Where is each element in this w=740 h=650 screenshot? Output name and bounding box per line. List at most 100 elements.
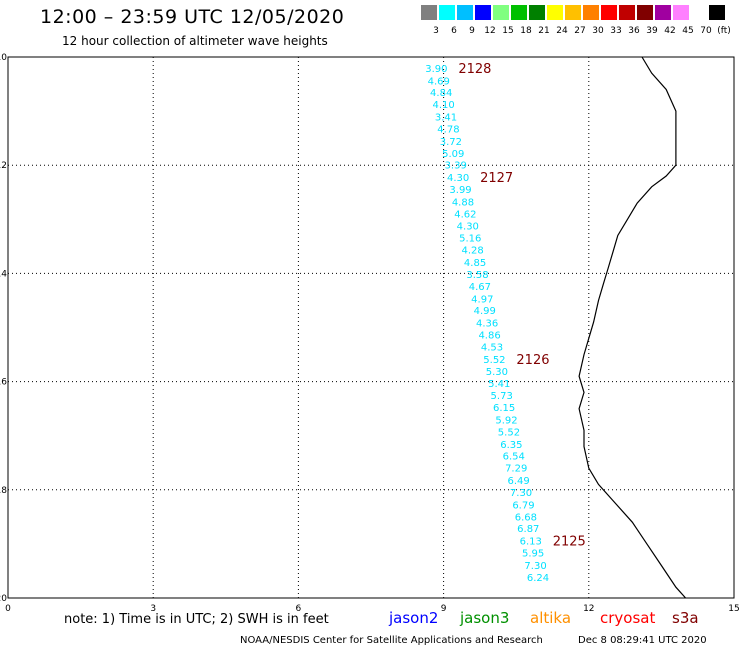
- scale-label: 36: [628, 26, 640, 36]
- y-tick-label: -16: [0, 378, 7, 388]
- scale-label: 3: [433, 26, 439, 36]
- time-label: 2125: [553, 535, 586, 550]
- wave-height-label: 4.67: [469, 282, 491, 293]
- scale-swatch: [655, 5, 671, 20]
- x-tick-label: 9: [441, 604, 447, 614]
- y-tick-label: -18: [0, 486, 7, 496]
- scale-swatch: [691, 5, 707, 20]
- legend-cryosat: cryosat: [600, 609, 656, 627]
- wave-height-label: 4.30: [447, 173, 469, 184]
- scale-label: 21: [538, 26, 550, 36]
- wave-height-label: 5.95: [522, 549, 544, 560]
- wave-height-label: 6.54: [503, 452, 525, 463]
- scale-label: 42: [664, 26, 676, 36]
- map-title: 12:00 – 23:59 UTC 12/05/2020: [40, 6, 345, 28]
- wave-height-label: 3.41: [435, 113, 457, 124]
- scale-label: 30: [592, 26, 604, 36]
- legend-jason2: jason2: [389, 609, 439, 627]
- wave-height-label: 4.99: [474, 306, 496, 317]
- wave-height-label: 6.79: [512, 500, 534, 511]
- wave-height-label: 3.99: [449, 185, 471, 196]
- time-label: 2127: [480, 171, 513, 186]
- footer-note: note: 1) Time is in UTC; 2) SWH is in fe…: [64, 612, 329, 627]
- wave-height-label: 4.62: [454, 209, 476, 220]
- y-tick-label: -20: [0, 594, 7, 604]
- legend-s3a: s3a: [672, 609, 699, 627]
- wave-height-label: 5.30: [486, 367, 508, 378]
- wave-height-label: 4.97: [471, 294, 493, 305]
- scale-label: 15: [502, 26, 514, 36]
- scale-label: 45: [682, 26, 694, 36]
- x-tick-label: 6: [296, 604, 302, 614]
- wave-height-label: 5.52: [498, 427, 520, 438]
- scale-label: (ft): [717, 26, 731, 36]
- x-tick-label: 0: [5, 604, 11, 614]
- timestamp: Dec 8 08:29:41 UTC 2020: [578, 635, 707, 646]
- wave-height-label: 4.88: [452, 197, 474, 208]
- wave-height-label: 4.10: [432, 100, 454, 111]
- wave-height-label: 4.86: [478, 331, 500, 342]
- wave-height-label: 7.29: [505, 464, 527, 475]
- scale-label: 27: [574, 26, 586, 36]
- scale-swatch: [493, 5, 509, 20]
- wave-height-label: 3.58: [466, 270, 488, 281]
- wave-height-label: 3.90: [425, 64, 447, 75]
- scale-swatch: [601, 5, 617, 20]
- scale-label: 24: [556, 26, 568, 36]
- scale-swatch: [457, 5, 473, 20]
- scale-label: 70: [700, 26, 712, 36]
- scale-swatch: [421, 5, 437, 20]
- scale-swatch: [547, 5, 563, 20]
- wave-height-label: 5.52: [483, 355, 505, 366]
- wave-height-label: 7.30: [524, 561, 546, 572]
- satellite-tracks: 3.90 2128 4.694.844.10 3.414.78 3.725.093.39…: [425, 62, 586, 584]
- wave-height-label: 4.53: [481, 342, 503, 353]
- y-tick-label: -12: [0, 161, 7, 171]
- wave-height-label: 4.28: [462, 246, 484, 257]
- scale-swatch: [529, 5, 545, 20]
- scale-label: 39: [646, 26, 658, 36]
- wave-height-label: 4.30: [457, 221, 479, 232]
- wave-height-label: 3.39: [445, 161, 467, 172]
- coastline: [578, 56, 687, 599]
- wave-height-label: 3.72: [440, 137, 462, 148]
- wave-height-label: 6.49: [507, 476, 529, 487]
- scale-swatch: [673, 5, 689, 20]
- time-label: 2126: [516, 353, 549, 368]
- map-subtitle: 12 hour collection of altimeter wave hei…: [62, 34, 328, 48]
- wave-height-label: 6.68: [515, 512, 537, 523]
- scale-swatch: [439, 5, 455, 20]
- axes: 0 3 6 9 12 15 -10 -12 -14 -16 -18 -20: [0, 53, 740, 614]
- scale-swatch: [565, 5, 581, 20]
- wave-height-label: 6.87: [517, 524, 539, 535]
- x-tick-label: 3: [150, 604, 156, 614]
- coastline-path: [578, 56, 687, 599]
- credit-text: NOAA/NESDIS Center for Satellite Applica…: [240, 635, 543, 646]
- map-frame: [7, 56, 735, 599]
- y-tick-label: -14: [0, 269, 7, 279]
- wave-height-label: 6.13: [520, 537, 542, 548]
- scale-label: 18: [520, 26, 532, 36]
- wave-height-label: 4.78: [437, 124, 459, 135]
- wave-height-label: 4.69: [428, 76, 450, 87]
- wave-height-label: 6.15: [493, 403, 515, 414]
- wave-height-label: 6.35: [500, 440, 522, 451]
- legend-altika: altika: [530, 609, 572, 627]
- scale-label: 33: [610, 26, 622, 36]
- wave-height-label: 5.73: [491, 391, 513, 402]
- wave-height-label: 4.84: [430, 88, 452, 99]
- scale-label: 12: [484, 26, 496, 36]
- wave-height-label: 4.85: [464, 258, 486, 269]
- grid-lines: [8, 57, 734, 598]
- scale-swatch: [475, 5, 491, 20]
- scale-swatch: [637, 5, 653, 20]
- wave-height-label: 5.92: [495, 415, 517, 426]
- scale-label: 9: [469, 26, 475, 36]
- y-tick-label: -10: [0, 53, 7, 63]
- wave-height-label: 5.16: [459, 234, 481, 245]
- wave-height-label: 5.09: [442, 149, 464, 160]
- x-tick-label: 15: [728, 604, 739, 614]
- wave-height-label: 7.30: [510, 488, 532, 499]
- wave-height-label: 4.36: [476, 319, 498, 330]
